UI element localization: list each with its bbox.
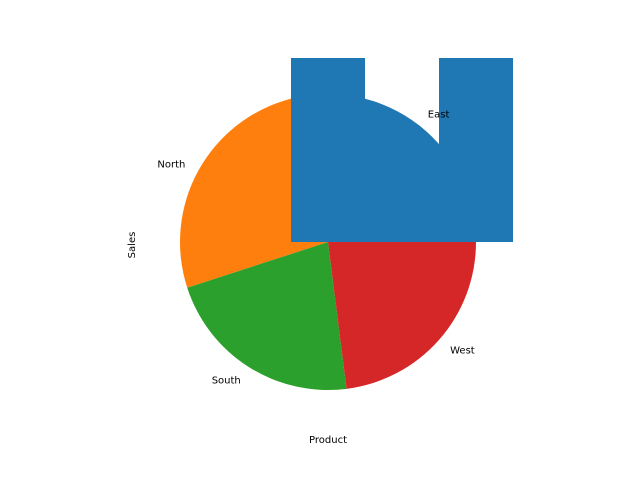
slice-labels: East North South West: [157, 109, 474, 386]
slice-label-west: West: [450, 346, 475, 357]
slice-label-south: South: [212, 375, 241, 386]
bar-overlay: [291, 58, 513, 242]
x-axis-label: Product: [309, 435, 347, 446]
y-axis-label: Sales: [127, 232, 138, 259]
overlay-bar-2: [439, 58, 513, 242]
pie-slice-west: [328, 242, 476, 389]
slice-label-north: North: [157, 160, 185, 171]
overlay-bar-1: [291, 58, 365, 242]
pie-slice-south: [187, 242, 347, 390]
slice-label-east: East: [428, 109, 450, 120]
